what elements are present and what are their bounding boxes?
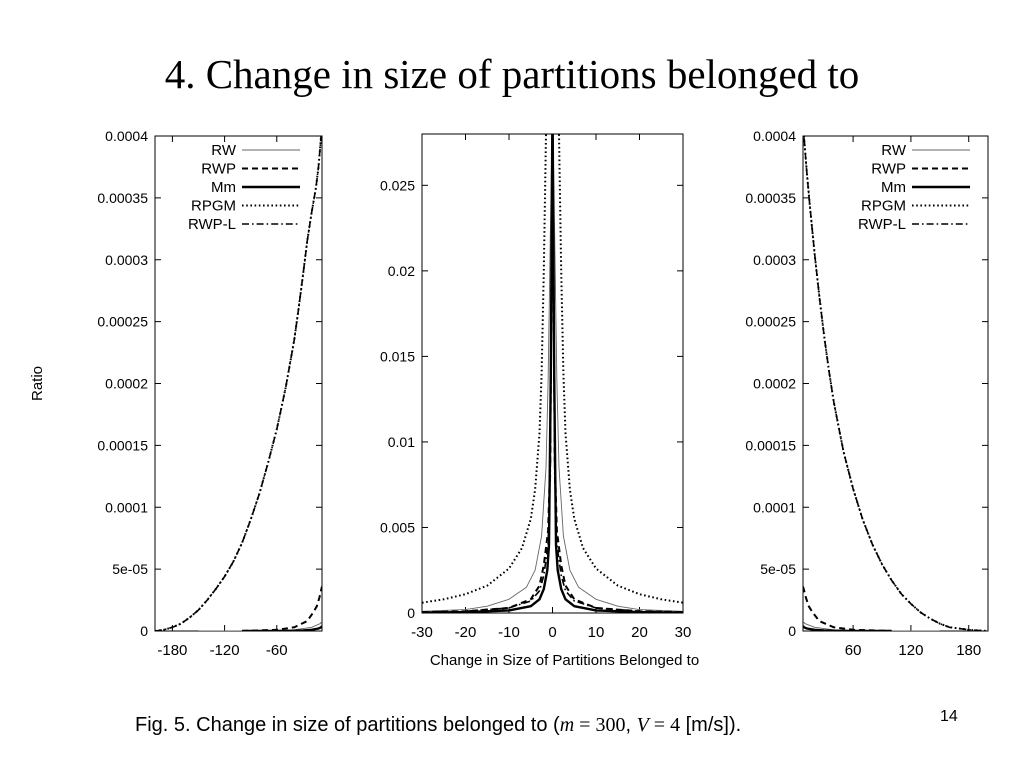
y-tick-label: 5e-05 [760, 561, 796, 577]
series-line-rw [422, 134, 683, 612]
series-line-rpgm [803, 136, 988, 631]
page-number: 14 [940, 708, 958, 725]
x-tick-label: 180 [956, 642, 981, 659]
series-line-rwp [422, 134, 683, 613]
y-tick-label: 0.025 [380, 177, 415, 193]
y-tick-label: 0 [140, 623, 148, 639]
series-line-rw [198, 620, 322, 631]
y-axis-label: Ratio [29, 366, 46, 401]
y-tick-label: 0.01 [388, 434, 415, 450]
chart-left: 0 5e-05 0.0001 0.00015 0.0002 0.00025 0.0003 0.… [29, 128, 323, 659]
x-tick-label: 30 [675, 624, 692, 641]
y-tick-label: 0.00025 [97, 314, 148, 330]
legend-label: Mm [881, 179, 906, 196]
series-line-rwp [241, 586, 322, 631]
y-tick-label: 0.0003 [753, 252, 796, 268]
y-tick-label: 0.0001 [753, 499, 796, 515]
caption-v-var: V [636, 714, 649, 736]
caption-m-var: m [559, 714, 575, 736]
series-line-rwp-l [155, 136, 322, 631]
y-tick-label: 0.02 [388, 263, 415, 279]
y-tick-label: 0 [407, 605, 415, 621]
x-tick-label: -10 [498, 624, 520, 641]
x-tick-label: -180 [157, 642, 187, 659]
x-tick-label: 0 [548, 624, 556, 641]
figure-caption: Fig. 5. Change in size of partitions bel… [135, 714, 741, 737]
legend-label: RPGM [191, 198, 236, 215]
y-tick-label: 0.015 [380, 348, 415, 364]
legend-label: RWP [201, 161, 236, 178]
y-tick-label: 0.0003 [105, 252, 148, 268]
y-tick-label: 0 [788, 623, 796, 639]
series-line-rwp-l [803, 136, 988, 631]
legend-label: RWP [871, 161, 906, 178]
series-line-mm [422, 134, 683, 613]
legend-label: RPGM [861, 198, 906, 215]
caption-v-eq: = [648, 714, 671, 736]
series-line-mm [242, 625, 322, 631]
legend-label: RW [211, 142, 237, 159]
series-line-rpgm [155, 136, 322, 631]
y-tick-label: 0.00015 [97, 437, 148, 453]
legend-label: RW [881, 142, 907, 159]
plot-frame [154, 135, 323, 632]
series-line-rwp [803, 586, 892, 631]
x-tick-label: -60 [266, 642, 288, 659]
x-tick-label: -20 [455, 624, 477, 641]
y-tick-label: 0.00015 [745, 437, 796, 453]
x-tick-label: 10 [588, 624, 605, 641]
caption-prefix: Fig. 5. Change in size of partitions bel… [135, 714, 560, 736]
caption-m-eq: = [574, 714, 596, 736]
series-line-rwp-l [422, 134, 683, 613]
y-tick-label: 0.0002 [105, 376, 148, 392]
series-line-mm [803, 625, 892, 631]
y-tick-label: 0.0004 [105, 128, 148, 144]
x-axis-label: Change in Size of Partitions Belonged to [430, 652, 699, 669]
y-tick-label: 0.00035 [745, 190, 796, 206]
caption-sep: , [625, 714, 637, 736]
caption-suffix: [m/s]). [680, 714, 742, 736]
y-tick-label: 5e-05 [112, 561, 148, 577]
legend-label: Mm [211, 179, 236, 196]
y-tick-label: 0.005 [380, 519, 415, 535]
caption-v-val: 4 [670, 714, 681, 736]
slide-title: 4. Change in size of partitions belonged… [164, 51, 860, 97]
chart-right: 0 5e-05 0.0001 0.00015 0.0002 0.00025 0.0003 0.… [745, 128, 989, 659]
x-tick-label: 20 [631, 624, 648, 641]
x-tick-label: -30 [411, 624, 433, 641]
x-tick-label: 60 [845, 642, 862, 659]
chart-center: 0 0.005 0.01 0.015 0.02 0.025 -30 -20 -10 0 10 20 30… [380, 133, 699, 669]
y-tick-label: 0.0002 [753, 376, 796, 392]
caption-m-val: 300 [595, 714, 626, 736]
x-tick-label: -120 [210, 642, 240, 659]
legend-label: RWP-L [188, 216, 236, 233]
y-tick-label: 0.00035 [97, 190, 148, 206]
legend-label: RWP-L [858, 216, 906, 233]
figure: 0 5e-05 0.0001 0.00015 0.0002 0.00025 0.0003 0.… [29, 128, 989, 669]
y-tick-label: 0.0001 [105, 499, 148, 515]
series-line-rw [803, 620, 940, 631]
y-tick-label: 0.00025 [745, 314, 796, 330]
y-tick-label: 0.0004 [753, 128, 796, 144]
x-tick-label: 120 [898, 642, 923, 659]
